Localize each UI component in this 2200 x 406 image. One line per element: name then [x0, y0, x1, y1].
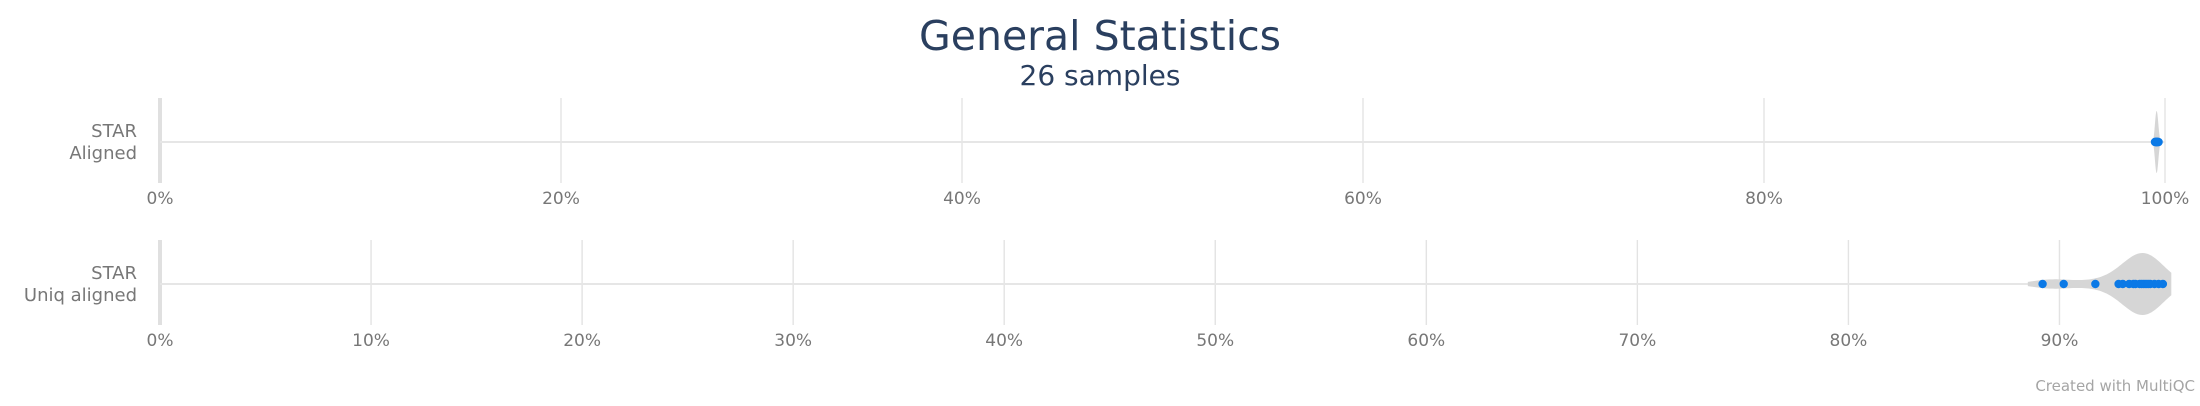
violin-shape: [2027, 253, 2172, 315]
x-tick-label: 80%: [1830, 331, 1868, 351]
sample-point: [2152, 137, 2162, 147]
sample-point: [2143, 279, 2153, 289]
sample-point: [2091, 279, 2100, 289]
x-tick-label: 80%: [1745, 189, 1783, 209]
x-tick-label: 60%: [1344, 189, 1382, 209]
sample-point: [2137, 279, 2146, 289]
chart-title: General Statistics: [919, 12, 1281, 60]
row-label-line: Uniq aligned: [24, 285, 137, 306]
x-tick-label: 10%: [352, 331, 390, 351]
x-tick-label: 20%: [563, 331, 601, 351]
x-tick-label: 0%: [147, 331, 174, 351]
x-tick-label: 70%: [1618, 331, 1656, 351]
row-label-line: STAR: [91, 121, 137, 142]
x-tick-label: 40%: [985, 331, 1023, 351]
chart-subtitle: 26 samples: [1020, 59, 1181, 92]
sample-point: [2118, 279, 2127, 289]
x-tick-label: 100%: [2141, 189, 2190, 209]
row-label-line: STAR: [91, 263, 137, 284]
sample-point: [2059, 279, 2068, 289]
x-tick-label: 30%: [774, 331, 812, 351]
x-tick-label: 0%: [147, 189, 174, 209]
x-tick-label: 90%: [2041, 331, 2079, 351]
x-tick-label: 50%: [1196, 331, 1234, 351]
x-tick-label: 20%: [542, 189, 580, 209]
sample-point: [2038, 279, 2047, 289]
x-tick-label: 40%: [943, 189, 981, 209]
chart-credit: Created with MultiQC: [2035, 377, 2195, 395]
row-label-line: Aligned: [69, 143, 137, 164]
sample-point: [2158, 279, 2168, 289]
x-tick-label: 60%: [1407, 331, 1445, 351]
